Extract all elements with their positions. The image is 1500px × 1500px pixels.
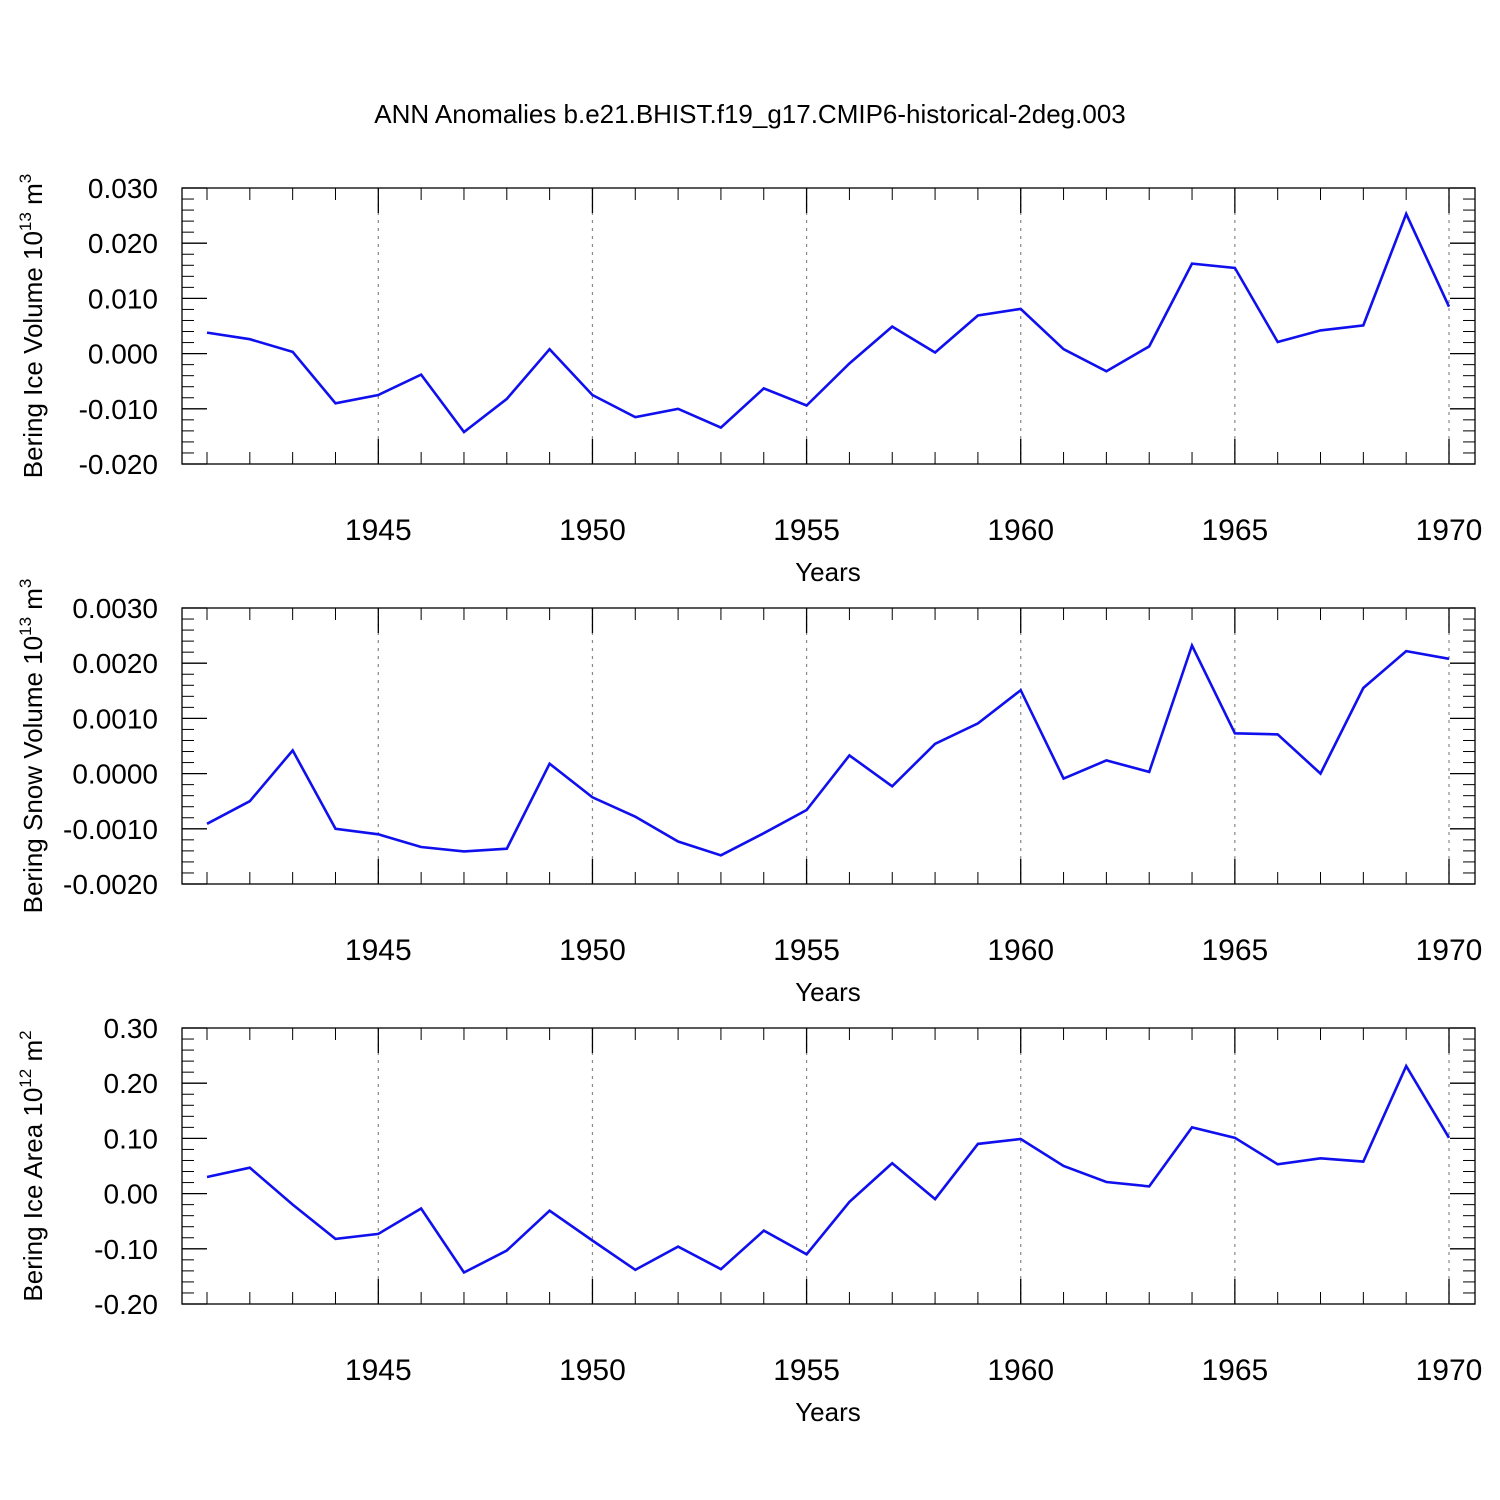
plot-frame [181,187,1476,465]
x-tick-label: 1955 [773,934,840,967]
y-tick-label: -0.010 [79,394,158,425]
y-tick-label: 0.020 [88,228,158,259]
y-tick-label: 0.0030 [72,593,158,624]
y-tick-label: 0.0020 [72,648,158,679]
x-axis-label: Years [795,977,861,1007]
plot-frame [181,607,1476,885]
x-tick-label: 1965 [1201,514,1268,547]
y-tick-label: -0.0020 [63,869,158,900]
x-tick-label: 1960 [987,934,1054,967]
x-tick-label: 1950 [559,514,626,547]
x-tick-label: 1955 [773,1354,840,1387]
chart-panel-2: 0.0030 0.0020 0.0010 0.0000 -0.0010 -0.0020 19… [16,579,1482,1007]
x-tick-label: 1955 [773,514,840,547]
x-tick-label: 1970 [1416,934,1483,967]
x-tick-label: 1965 [1201,934,1268,967]
series-line-1 [206,210,1451,434]
chart-panel-3: 0.30 0.20 0.10 0.00 -0.10 -0.20 1945 1950 1955 19… [16,1013,1482,1427]
x-tick-label: 1945 [345,934,412,967]
chart-title: ANN Anomalies b.e21.BHIST.f19_g17.CMIP6-… [374,99,1126,129]
x-tick-label: 1960 [987,514,1054,547]
y-tick-label: 0.000 [88,339,158,370]
x-tick-label: 1970 [1416,514,1483,547]
y-tick-label: 0.030 [88,173,158,204]
y-axis-label: Bering Ice Area 1012 m2 [16,1030,48,1301]
x-tick-label: 1960 [987,1354,1054,1387]
x-tick-label: 1950 [559,934,626,967]
x-tick-label: 1945 [345,514,412,547]
x-tick-label: 1945 [345,1354,412,1387]
x-axis-label: Years [795,557,861,587]
plot-frame [181,1027,1476,1305]
x-tick-label: 1965 [1201,1354,1268,1387]
x-axis-label: Years [795,1397,861,1427]
y-axis-label: Bering Ice Volume 1013 m3 [16,174,48,478]
chart-panel-1: 0.030 0.020 0.010 0.000 -0.010 -0.020 1945 1950… [16,173,1482,587]
y-tick-label: 0.010 [88,283,158,314]
panels: 0.030 0.020 0.010 0.000 -0.010 -0.020 1945 1950… [16,173,1482,1427]
y-tick-label: 0.30 [104,1013,159,1044]
y-tick-label: -0.20 [94,1289,158,1320]
y-tick-label: -0.0010 [63,814,158,845]
x-tick-label: 1970 [1416,1354,1483,1387]
series-line-1 [206,642,1450,857]
y-tick-label: 0.10 [104,1123,159,1154]
y-tick-label: 0.0010 [72,703,158,734]
y-tick-label: -0.020 [79,449,158,480]
y-axis-label: Bering Snow Volume 1013 m3 [16,579,48,914]
y-tick-label: 0.20 [104,1068,159,1099]
x-tick-label: 1950 [559,1354,626,1387]
series-line-1 [206,1063,1451,1275]
y-tick-label: 0.0000 [72,759,158,790]
y-tick-label: 0.00 [104,1179,159,1210]
y-tick-label: -0.10 [94,1234,158,1265]
